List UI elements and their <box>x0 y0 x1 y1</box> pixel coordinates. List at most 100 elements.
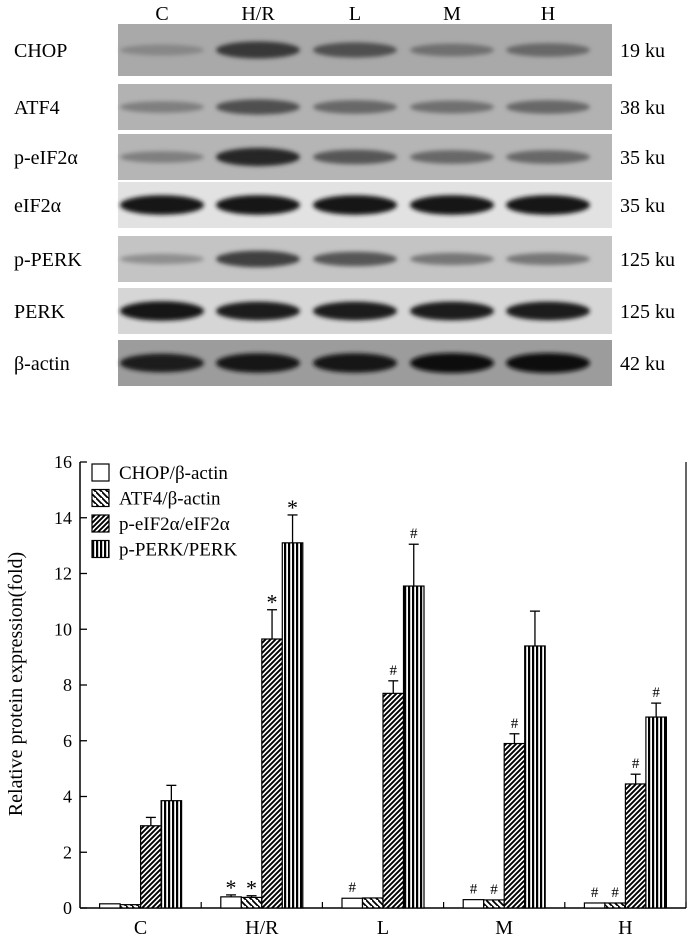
y-tick-label: 8 <box>63 675 72 695</box>
size-label: 38 ku <box>620 97 665 119</box>
y-tick-label: 10 <box>54 619 72 639</box>
size-label: 42 ku <box>620 353 665 375</box>
y-tick-label: 0 <box>63 898 72 918</box>
legend-swatch <box>91 488 110 508</box>
blot-band <box>313 195 397 215</box>
legend-label: p-PERK/PERK <box>119 540 238 561</box>
blot-band <box>410 150 494 164</box>
lane-labels: C H/R L M H <box>155 3 555 25</box>
x-tick-label: H <box>618 917 632 939</box>
bar <box>98 903 121 909</box>
size-label: 125 ku <box>620 301 675 323</box>
significance-star: * <box>267 590 278 615</box>
legend-swatch <box>91 463 110 482</box>
legend-swatch <box>91 539 110 559</box>
blot-band <box>410 195 494 215</box>
significance-hash: # <box>410 526 418 542</box>
blot-band <box>120 353 204 373</box>
blot-row: p-PERK 125 ku <box>14 236 675 282</box>
blot-band <box>216 41 300 59</box>
blot-band <box>120 151 204 163</box>
size-label: 19 ku <box>620 40 665 62</box>
bar <box>604 902 627 909</box>
y-ticks: 0 2 4 6 8 10 12 14 16 <box>54 452 87 918</box>
blot-band <box>313 149 397 165</box>
blot-band <box>120 44 204 56</box>
significance-hash: # <box>511 716 519 732</box>
legend: CHOP/β-actin ATF4/β-actin p-eIF2α/eIF2α p-P… <box>91 463 238 561</box>
lane-label: H <box>541 3 555 25</box>
size-label: 35 ku <box>620 195 665 217</box>
bar <box>402 585 425 909</box>
y-tick-label: 16 <box>54 452 72 472</box>
bar <box>281 542 304 909</box>
blot-band <box>313 353 397 373</box>
blot-row: CHOP 19 ku <box>14 24 665 76</box>
legend-label: p-eIF2α/eIF2α <box>119 514 230 535</box>
bar <box>261 638 283 909</box>
blot-band <box>120 253 204 265</box>
significance-hash: # <box>652 685 660 701</box>
y-tick-label: 4 <box>63 787 72 807</box>
significance-hash: # <box>632 756 640 772</box>
protein-label: β-actin <box>14 353 70 375</box>
bar <box>483 899 505 909</box>
significance-hash: # <box>470 882 478 898</box>
bars: * * * * # # # # # # # # # # <box>98 495 668 909</box>
x-ticks: C H/R L M H <box>134 902 687 939</box>
lane-label: M <box>443 3 461 25</box>
legend-label: ATF4/β-actin <box>119 489 221 510</box>
blot-band <box>506 301 590 321</box>
blot-band <box>216 195 300 215</box>
blot-band <box>506 353 590 373</box>
bar <box>645 716 668 909</box>
bar <box>462 899 485 909</box>
bar <box>583 902 606 909</box>
lane-label: H/R <box>241 3 275 25</box>
y-tick-label: 14 <box>54 508 72 528</box>
protein-label: CHOP <box>14 40 67 62</box>
blot-band <box>120 101 204 113</box>
blot-band <box>216 301 300 321</box>
blot-band <box>216 353 300 373</box>
bar <box>140 825 162 909</box>
blot-band <box>410 252 494 266</box>
significance-star: * <box>287 495 298 520</box>
protein-label: p-eIF2α <box>14 147 78 169</box>
blot-row: β-actin 42 ku <box>14 340 665 386</box>
significance-hash: # <box>611 885 619 901</box>
significance-hash: # <box>349 880 357 896</box>
lane-label: C <box>155 3 168 25</box>
blot-band <box>216 250 300 268</box>
x-tick-label: L <box>377 917 389 939</box>
blot-band <box>410 301 494 321</box>
blot-band <box>506 150 590 164</box>
legend-label: CHOP/β-actin <box>119 463 228 484</box>
blot-band <box>410 100 494 114</box>
blot-band <box>410 43 494 57</box>
significance-hash: # <box>490 882 498 898</box>
blot-rows: CHOP 19 ku ATF4 38 ku p-eIF2α 35 ku eIF2α 35 ku… <box>14 24 675 386</box>
blot-row: PERK 125 ku <box>14 288 675 334</box>
blot-band <box>506 43 590 57</box>
blot-band <box>313 251 397 267</box>
bar <box>361 897 384 909</box>
bar <box>119 904 142 909</box>
protein-label: ATF4 <box>14 97 60 119</box>
x-tick-label: H/R <box>245 917 279 939</box>
blot-band <box>216 99 300 115</box>
blot-band <box>313 100 397 114</box>
lane-label: L <box>349 3 361 25</box>
significance-hash: # <box>591 885 599 901</box>
blot-band <box>120 301 204 321</box>
blot-band <box>313 42 397 58</box>
bar <box>524 645 546 909</box>
blot-row: eIF2α 35 ku <box>14 182 665 228</box>
protein-label: p-PERK <box>14 249 82 271</box>
protein-label: PERK <box>14 301 66 323</box>
x-tick-label: C <box>134 917 147 939</box>
bar <box>624 783 647 909</box>
bar <box>160 800 183 909</box>
protein-label: eIF2α <box>14 195 62 217</box>
